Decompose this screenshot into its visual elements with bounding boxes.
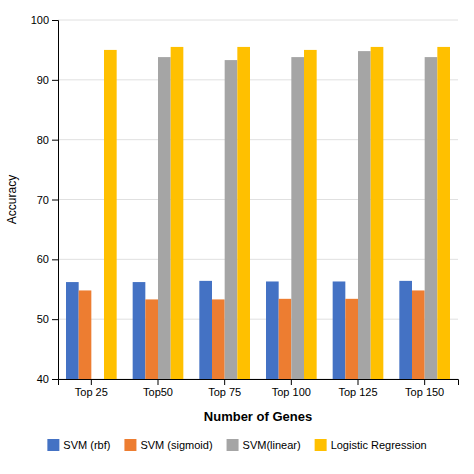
grid-line [58, 79, 458, 80]
bar [66, 282, 79, 379]
y-tick: 80 [37, 134, 58, 146]
y-tick: 90 [37, 74, 58, 86]
y-tick: 40 [37, 373, 58, 385]
bar [304, 50, 317, 379]
x-tick: Top50 [143, 379, 173, 398]
y-tick-label: 60 [37, 253, 49, 265]
chart: 405060708090100Top 25Top50Top 75Top 100T… [0, 0, 474, 474]
bar [104, 50, 117, 379]
grid-line [58, 20, 458, 21]
y-tick-mark [52, 319, 58, 320]
legend-label: SVM (sigmoid) [140, 439, 212, 451]
bar [279, 299, 292, 379]
y-axis-title: Accuracy [5, 175, 19, 224]
x-tick-mark [224, 379, 225, 385]
bar [212, 299, 225, 379]
bars [66, 47, 450, 379]
legend-swatch [124, 439, 136, 451]
grid-line [58, 319, 458, 320]
legend-item: Logistic Regression [315, 439, 427, 451]
bar [266, 281, 279, 379]
grid [58, 20, 458, 379]
bar [237, 47, 250, 379]
x-axis: Top 25 Top50 Top 75 Top 100 Top 125 Top 150 [59, 379, 459, 398]
legend: SVM (rbf) SVM (sigmoid) SVM(linear) Logisti… [47, 439, 426, 451]
x-tick: Top 100 [272, 379, 311, 398]
bar [171, 47, 184, 379]
x-tick-label: Top 150 [405, 386, 444, 398]
x-axis-title: Number of Genes [204, 409, 312, 424]
y-tick-mark [52, 379, 58, 380]
y-tick: 70 [37, 194, 58, 206]
y-axis: 40 50 60 70 80 90 100 [31, 14, 59, 385]
legend-item: SVM(linear) [227, 439, 301, 451]
x-tick-mark [291, 379, 292, 385]
y-tick-mark [52, 200, 58, 201]
x-tick-mark [158, 379, 159, 385]
y-tick: 100 [31, 14, 58, 26]
x-tick: Top 75 [208, 379, 241, 398]
x-tick-label: Top 125 [338, 386, 377, 398]
bar [371, 47, 384, 379]
legend-item: SVM (rbf) [47, 439, 110, 451]
x-tick-mark [358, 379, 359, 385]
y-tick-mark [52, 140, 58, 141]
bar [133, 282, 146, 379]
y-tick-label: 100 [31, 14, 49, 26]
y-tick-label: 50 [37, 313, 49, 325]
y-axis-line [52, 21, 59, 380]
legend-label: Logistic Regression [331, 439, 427, 451]
y-tick-label: 40 [37, 373, 49, 385]
x-tick: Top 125 [338, 379, 377, 398]
bar-series [158, 51, 437, 379]
bar [158, 57, 171, 379]
x-tick-mark [91, 379, 92, 385]
legend-swatch [315, 439, 327, 451]
x-tick: Top 25 [75, 379, 108, 398]
x-tick-label: Top 100 [272, 386, 311, 398]
grid-line [58, 199, 458, 200]
x-axis-line [59, 380, 459, 386]
x-tick-label: Top 75 [208, 386, 241, 398]
bar [437, 47, 450, 379]
y-tick-mark [52, 80, 58, 81]
y-tick: 60 [37, 253, 58, 265]
legend-item: SVM (sigmoid) [124, 439, 212, 451]
y-tick: 50 [37, 313, 58, 325]
bar [412, 290, 425, 379]
bar [225, 60, 238, 379]
x-tick: Top 150 [405, 379, 444, 398]
bar [79, 290, 92, 379]
x-tick-label: Top 25 [75, 386, 108, 398]
x-tick-mark [424, 379, 425, 385]
y-tick-label: 80 [37, 134, 49, 146]
grid-line [58, 259, 458, 260]
bar [199, 281, 212, 379]
bar [145, 299, 158, 379]
y-tick-mark [52, 20, 58, 21]
y-tick-label: 70 [37, 194, 49, 206]
x-tick-label: Top50 [143, 386, 173, 398]
plot: 405060708090100Top 25Top50Top 75Top 100T… [31, 14, 459, 474]
grid-line [58, 139, 458, 140]
bar [425, 57, 438, 379]
y-tick-mark [52, 259, 58, 260]
bar [358, 51, 371, 379]
legend-swatch [47, 439, 59, 451]
legend-label: SVM (rbf) [63, 439, 110, 451]
bar [291, 57, 304, 379]
bar [399, 281, 412, 379]
bar [345, 299, 358, 379]
bar-series [104, 47, 450, 379]
bar [333, 281, 346, 379]
legend-swatch [227, 439, 239, 451]
legend-label: SVM(linear) [243, 439, 301, 451]
y-tick-label: 90 [37, 74, 49, 86]
